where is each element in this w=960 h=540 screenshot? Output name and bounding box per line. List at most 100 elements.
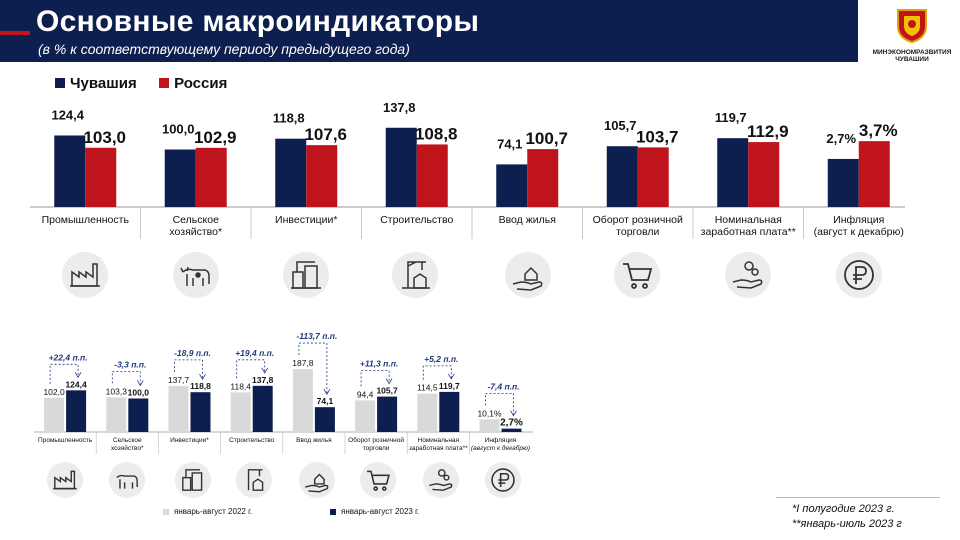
top-data-label: 3,7% xyxy=(859,121,898,140)
bottom-bar-2022-0 xyxy=(44,397,65,432)
bottom-change-annotation: -7,4 п.п. xyxy=(487,381,519,391)
bottom-category-label: Номинальная xyxy=(418,437,460,444)
shopping-cart-icon xyxy=(614,252,660,298)
bottom-legend-curr: январь-август 2023 г. xyxy=(330,507,419,516)
hand-house-icon xyxy=(505,252,551,298)
top-data-label: 103,0 xyxy=(83,128,126,147)
construction-crane-icon xyxy=(392,252,438,298)
footnote-1: *I полугодие 2023 г. xyxy=(792,503,895,515)
legend-swatch-russia xyxy=(159,78,170,89)
bottom-change-arrow xyxy=(261,367,269,374)
coat-of-arms-icon xyxy=(897,9,927,44)
bottom-change-bracket xyxy=(422,365,452,380)
bottom-category-label: заработная плата** xyxy=(409,444,468,452)
bottom-bar-2023-3 xyxy=(252,385,273,432)
logo-text-line1: МИНЭКОНОМРАЗВИТИЯ xyxy=(872,49,952,56)
bottom-category-label: хозяйство* xyxy=(111,444,144,452)
bottom-change-annotation: +11,3 п.п. xyxy=(360,359,398,369)
bottom-data-label: 103,3 xyxy=(106,386,128,396)
bottom-data-label: 100,0 xyxy=(128,388,150,398)
top-data-label: 118,8 xyxy=(273,111,305,126)
bottom-bar-2022-6 xyxy=(417,393,438,432)
bottom-data-label: 137,7 xyxy=(168,375,190,385)
top-category-label: торговли xyxy=(616,226,659,238)
bottom-data-label: 137,8 xyxy=(252,375,274,385)
bottom-bar-2023-4 xyxy=(314,407,335,432)
bottom-change-arrow xyxy=(385,378,393,385)
bottom-change-annotation: -18,9 п.п. xyxy=(174,348,211,358)
top-bar-chart: 124,4 103,0 Промышленность 100,0 102,9 Сельск… xyxy=(30,100,905,239)
top-data-label: 112,9 xyxy=(747,122,789,141)
top-data-label: 124,4 xyxy=(51,107,84,122)
top-category-label: Инфляция xyxy=(833,214,884,226)
bottom-category-label: торговли xyxy=(363,445,390,452)
top-category-label: Строительство xyxy=(380,214,453,226)
header-banner: Основные макроиндикаторы (в % к соответс… xyxy=(0,0,858,62)
legend-label-2022: январь-август 2022 г. xyxy=(174,507,253,516)
top-category-label: Сельское xyxy=(173,214,219,226)
top-bar-chuvashia-6 xyxy=(717,138,749,207)
bottom-change-annotation: -3,3 п.п. xyxy=(114,359,146,369)
bottom-bar-2023-7 xyxy=(501,428,522,432)
top-data-label: 74,1 xyxy=(497,136,522,151)
cow-icon xyxy=(109,462,145,498)
top-category-label: хозяйство* xyxy=(169,226,222,238)
top-data-label: 100,0 xyxy=(162,122,195,137)
bottom-category-label: (август к декабрю) xyxy=(471,444,530,452)
bottom-category-label: Строительство xyxy=(229,437,275,444)
bottom-change-arrow xyxy=(136,380,144,387)
bottom-bar-2022-1 xyxy=(106,397,127,432)
top-data-label: 105,7 xyxy=(604,118,637,133)
shopping-cart-icon xyxy=(360,462,396,498)
bottom-change-arrow xyxy=(323,388,331,395)
logo-text-line2: ЧУВАШИИ xyxy=(895,56,929,63)
bottom-change-bracket xyxy=(298,342,328,394)
top-category-label: (август к декабрю) xyxy=(814,226,904,238)
page-subtitle: (в % к соответствующему периоду предыдущ… xyxy=(38,41,410,57)
bottom-change-arrow xyxy=(199,373,206,380)
factory-icon xyxy=(47,462,83,498)
legend-swatch-2022 xyxy=(163,508,169,515)
bottom-change-bracket xyxy=(174,359,203,379)
top-data-label: 108,8 xyxy=(415,124,458,143)
top-bar-russia-1 xyxy=(195,147,227,207)
bottom-bar-2022-2 xyxy=(168,385,189,432)
bottom-data-label: 118,4 xyxy=(230,381,251,391)
top-bar-russia-4 xyxy=(527,149,559,207)
bottom-change-arrow xyxy=(74,372,82,379)
bottom-change-annotation: -113,7 п.п. xyxy=(296,331,337,341)
top-bar-russia-0 xyxy=(85,147,117,207)
legend-swatch-2023 xyxy=(330,508,336,515)
top-data-label: 119,7 xyxy=(715,110,747,125)
top-bar-chuvashia-1 xyxy=(164,149,196,207)
top-bar-russia-5 xyxy=(637,147,669,207)
bottom-bar-2022-4 xyxy=(292,369,313,432)
bottom-change-annotation: +5,2 п.п. xyxy=(424,354,458,364)
top-bar-chuvashia-4 xyxy=(496,164,528,207)
bottom-data-label: 94,4 xyxy=(357,389,374,399)
bottom-bar-2023-6 xyxy=(439,391,460,432)
bottom-change-arrow xyxy=(447,373,455,380)
top-category-label: Номинальная xyxy=(715,214,782,226)
bottom-change-arrow xyxy=(510,410,517,417)
top-category-label: Оборот розничной xyxy=(593,214,683,226)
bottom-category-label: Инвестиции* xyxy=(170,437,209,444)
bottom-change-bracket xyxy=(360,370,390,387)
construction-crane-icon xyxy=(236,462,272,498)
bottom-icon-row xyxy=(0,462,960,500)
bottom-data-label: 10,1% xyxy=(477,408,502,418)
hand-coins-icon xyxy=(725,252,771,298)
top-bar-chuvashia-0 xyxy=(54,135,86,207)
bottom-data-label: 114,5 xyxy=(417,383,438,393)
bottom-data-label: 2,7% xyxy=(500,418,523,429)
top-bar-chuvashia-3 xyxy=(385,127,417,207)
bottom-bar-2023-1 xyxy=(128,398,149,432)
top-bar-chuvashia-5 xyxy=(606,146,638,207)
bottom-data-label: 102,0 xyxy=(43,387,65,397)
crane-buildings-icon xyxy=(175,462,211,498)
header-accent xyxy=(0,31,30,35)
bottom-data-label: 119,7 xyxy=(439,381,460,391)
top-bar-chuvashia-7 xyxy=(827,158,859,207)
top-data-label: 103,7 xyxy=(636,127,679,146)
footnote-2: **январь-июль 2023 г xyxy=(792,518,902,530)
